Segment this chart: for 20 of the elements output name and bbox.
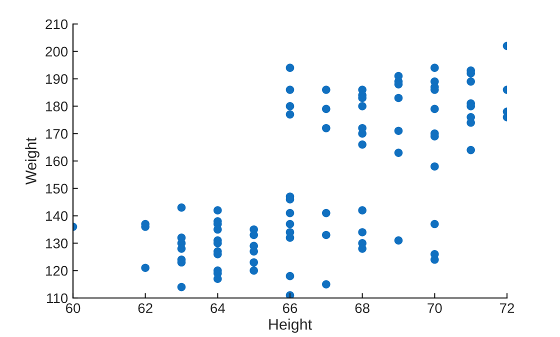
- y-tick-label: 150: [46, 184, 68, 194]
- x-tick-label: 64: [210, 303, 225, 314]
- y-tick-label: 210: [46, 19, 68, 30]
- x-tick-label: 60: [66, 303, 80, 314]
- x-tick-label: 62: [138, 303, 152, 314]
- y-tick-label: 190: [46, 74, 68, 84]
- y-tick-label: 140: [46, 211, 68, 221]
- y-axis-title: Weight: [25, 137, 40, 185]
- y-tick-label: 170: [46, 128, 68, 139]
- y-tick-label: 120: [46, 266, 68, 276]
- x-axis-title: Height: [269, 318, 312, 333]
- y-tick-label: 160: [46, 156, 68, 166]
- x-tick-label: 72: [500, 303, 514, 313]
- x-tick-label: 68: [355, 303, 370, 314]
- y-tick-label: 180: [46, 102, 68, 112]
- x-tick-label: 66: [282, 303, 298, 314]
- y-tick-label: 130: [46, 238, 68, 248]
- y-tick-label: 110: [47, 293, 68, 304]
- x-tick-label: 70: [428, 303, 442, 314]
- y-tick-label: 200: [46, 46, 68, 57]
